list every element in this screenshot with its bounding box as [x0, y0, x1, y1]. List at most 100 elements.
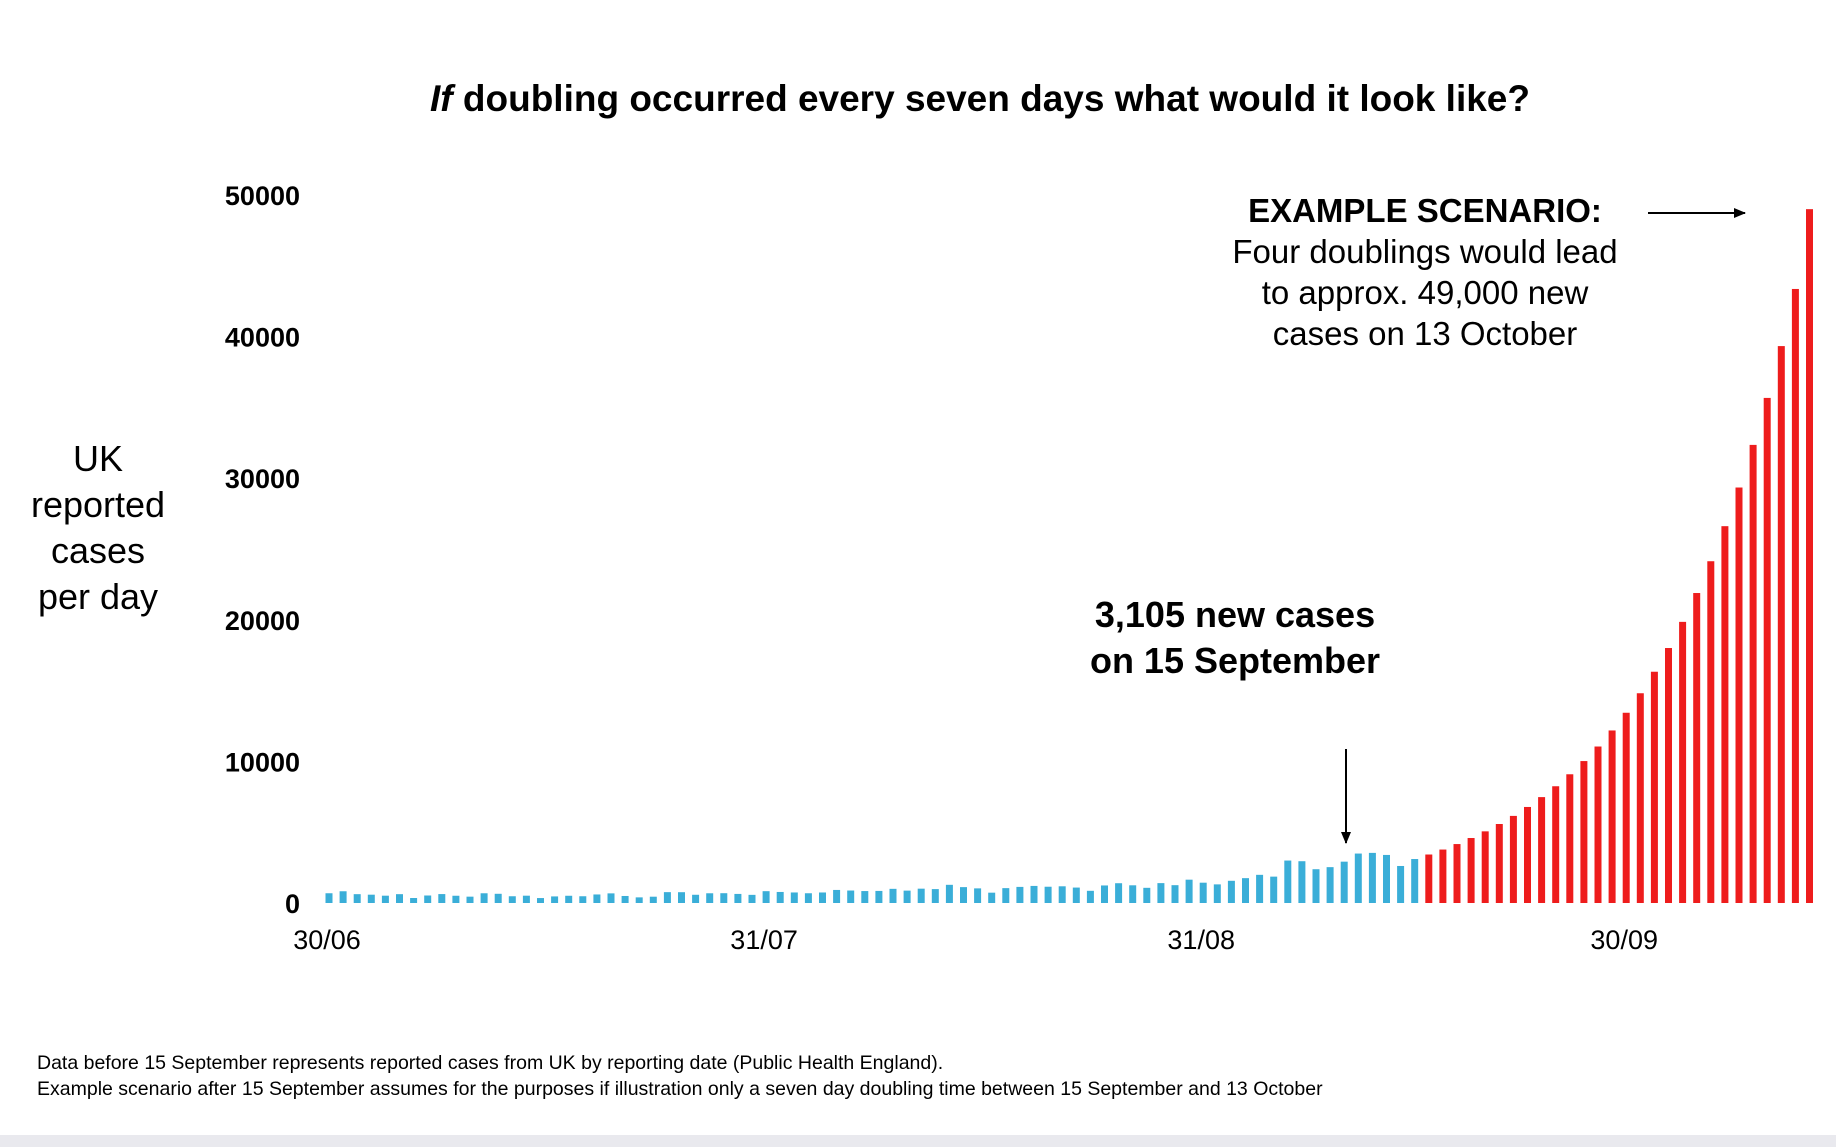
y-tick-label: 40000 [225, 323, 300, 353]
observed-bar [325, 893, 333, 903]
observed-bar [1044, 886, 1052, 903]
scenario-bar [1791, 288, 1799, 903]
observed-bar [480, 893, 488, 903]
scenario-bar [1693, 593, 1701, 903]
y-tick-label: 20000 [225, 606, 300, 636]
scenario-bar [1467, 838, 1475, 903]
sept-line: 3,105 new cases [1094, 594, 1376, 635]
scenario-bar [1439, 849, 1447, 903]
observed-bar [1115, 883, 1123, 903]
scenario-bar [1538, 797, 1546, 903]
observed-bar [452, 895, 460, 903]
observed-bar [1157, 883, 1165, 903]
observed-bar [1383, 854, 1390, 903]
observed-bar [819, 892, 826, 903]
bottom-band [0, 1135, 1836, 1147]
bar-chart: 0 10000 20000 30000 40000 50000 30/06 31/07 31/… [225, 181, 1813, 955]
y-axis-label: UK reported cases per day [8, 436, 188, 620]
observed-bar [1340, 861, 1348, 903]
observed-bar [748, 894, 756, 903]
scenario-bar [1665, 648, 1672, 903]
scenario-bar [1495, 824, 1503, 903]
observed-bar [1354, 853, 1362, 903]
observed-bar [381, 895, 389, 903]
scenario-bar [1594, 746, 1602, 903]
scenario-bar [1552, 786, 1560, 903]
y-tick-label: 50000 [225, 181, 300, 211]
observed-bar [396, 894, 403, 903]
scenario-bar [1721, 526, 1729, 903]
chart-title: If doubling occurred every seven days wh… [0, 78, 1836, 120]
observed-bar [720, 893, 728, 903]
scenario-bar [1735, 487, 1743, 903]
footnote: Data before 15 September represents repo… [37, 1052, 944, 1074]
scenario-line: to approx. 49,000 new [1261, 274, 1589, 311]
observed-bar [974, 888, 982, 903]
observed-bar [889, 888, 897, 903]
scenario-bar [1453, 844, 1461, 903]
observed-bar [1002, 888, 1010, 903]
observed-bar [551, 896, 559, 903]
observed-bar [494, 893, 502, 903]
y-tick-label: 10000 [225, 747, 300, 777]
observed-bar [1298, 861, 1306, 903]
scenario-bar [1763, 397, 1771, 903]
observed-bar [424, 895, 432, 903]
observed-bar [339, 891, 347, 903]
observed-bar [1185, 879, 1193, 903]
scenario-line: Four doublings would lead [1232, 233, 1618, 270]
scenario-heading: EXAMPLE SCENARIO: [1248, 192, 1602, 229]
observed-bar [861, 891, 869, 903]
observed-bar [833, 889, 841, 903]
y-axis-label-line: cases [50, 530, 146, 571]
observed-bar [1213, 884, 1221, 903]
observed-bar [1171, 885, 1179, 903]
observed-bar [579, 896, 587, 903]
observed-bar [960, 887, 967, 903]
y-axis-label-line: per day [37, 576, 159, 617]
observed-bar [1411, 859, 1419, 903]
observed-bar [649, 896, 657, 903]
observed-bar [931, 889, 939, 903]
observed-bar [663, 892, 671, 903]
y-axis-label-line: UK [72, 438, 123, 479]
x-tick-label: 30/09 [1590, 925, 1658, 955]
scenario-bar [1509, 815, 1517, 903]
observed-bar [353, 894, 361, 903]
scenario-bar [1566, 774, 1574, 903]
observed-bar [1030, 885, 1038, 903]
scenario-bar [1608, 730, 1616, 903]
footnote: Example scenario after 15 September assu… [37, 1078, 1323, 1100]
scenario-bar [1481, 831, 1489, 903]
scenario-bar [1650, 671, 1658, 903]
scenario-bar [1580, 761, 1588, 903]
observed-bar [678, 892, 685, 903]
observed-bar [367, 894, 375, 903]
scenario-bar [1777, 346, 1785, 904]
observed-bar [1058, 886, 1066, 903]
scenario-bar [1749, 444, 1757, 903]
observed-bar [522, 895, 530, 903]
x-tick-label: 31/08 [1167, 925, 1235, 955]
observed-bar [635, 897, 643, 903]
y-axis-label-line: reported [30, 484, 166, 525]
observed-bar [1242, 878, 1249, 903]
observed-bar [438, 894, 446, 903]
observed-bar [1284, 860, 1292, 903]
observed-bar [1326, 867, 1334, 903]
observed-bar [1368, 852, 1376, 903]
observed-bar [1199, 882, 1207, 903]
chart-title-italic: If [430, 78, 453, 119]
observed-bar [847, 890, 855, 903]
sept-annotation: 3,105 new cases on 15 September [1035, 592, 1435, 684]
y-tick-label: 0 [285, 889, 300, 919]
observed-bar [621, 895, 629, 903]
observed-bar [917, 888, 925, 903]
observed-bar [1072, 887, 1080, 903]
scenario-bar [1707, 561, 1715, 903]
scenario-bar [1806, 209, 1813, 903]
scenario-bar [1524, 806, 1531, 903]
observed-bar [565, 895, 573, 903]
scenario-annotation: EXAMPLE SCENARIO: Four doublings would l… [1190, 190, 1660, 354]
observed-bar [776, 891, 784, 903]
